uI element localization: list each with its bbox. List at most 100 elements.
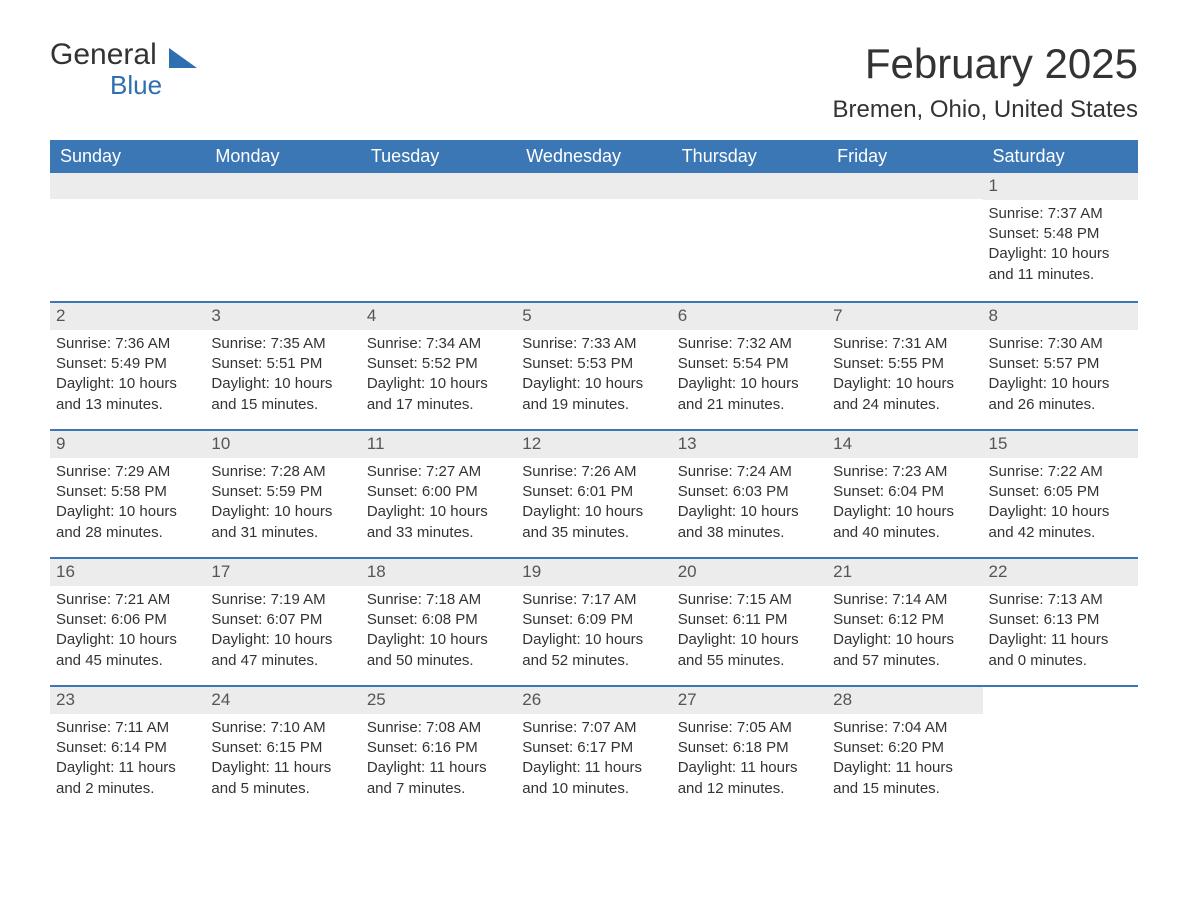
day-number: 18: [361, 559, 516, 586]
daylight-text: Daylight: 11 hours and 0 minutes.: [989, 630, 1132, 671]
empty-day-bar: [672, 173, 827, 199]
day-body: Sunrise: 7:05 AMSunset: 6:18 PMDaylight:…: [672, 714, 827, 809]
logo-text-block: General Blue: [50, 40, 197, 101]
sunrise-text: Sunrise: 7:14 AM: [833, 590, 976, 610]
day-body: Sunrise: 7:17 AMSunset: 6:09 PMDaylight:…: [516, 586, 671, 681]
daylight-text: Daylight: 10 hours and 33 minutes.: [367, 502, 510, 543]
day-number: 12: [516, 431, 671, 458]
calendar-day: 2Sunrise: 7:36 AMSunset: 5:49 PMDaylight…: [50, 303, 205, 429]
day-number: 23: [50, 687, 205, 714]
sunrise-text: Sunrise: 7:07 AM: [522, 718, 665, 738]
sunrise-text: Sunrise: 7:28 AM: [211, 462, 354, 482]
calendar-day: [205, 173, 360, 301]
sunrise-text: Sunrise: 7:36 AM: [56, 334, 199, 354]
calendar-day: 11Sunrise: 7:27 AMSunset: 6:00 PMDayligh…: [361, 431, 516, 557]
daylight-text: Daylight: 11 hours and 10 minutes.: [522, 758, 665, 799]
daylight-text: Daylight: 10 hours and 15 minutes.: [211, 374, 354, 415]
daylight-text: Daylight: 11 hours and 15 minutes.: [833, 758, 976, 799]
page-header: General Blue February 2025 Bremen, Ohio,…: [50, 40, 1138, 136]
sunrise-text: Sunrise: 7:27 AM: [367, 462, 510, 482]
day-body: Sunrise: 7:08 AMSunset: 6:16 PMDaylight:…: [361, 714, 516, 809]
daylight-text: Daylight: 10 hours and 28 minutes.: [56, 502, 199, 543]
calendar-day: 28Sunrise: 7:04 AMSunset: 6:20 PMDayligh…: [827, 687, 982, 813]
daylight-text: Daylight: 10 hours and 19 minutes.: [522, 374, 665, 415]
sunset-text: Sunset: 5:55 PM: [833, 354, 976, 374]
sunset-text: Sunset: 6:17 PM: [522, 738, 665, 758]
dow-cell: Friday: [827, 140, 982, 173]
sunrise-text: Sunrise: 7:26 AM: [522, 462, 665, 482]
day-body: Sunrise: 7:29 AMSunset: 5:58 PMDaylight:…: [50, 458, 205, 553]
daylight-text: Daylight: 10 hours and 57 minutes.: [833, 630, 976, 671]
calendar-day: [516, 173, 671, 301]
calendar-day: 18Sunrise: 7:18 AMSunset: 6:08 PMDayligh…: [361, 559, 516, 685]
daylight-text: Daylight: 10 hours and 21 minutes.: [678, 374, 821, 415]
day-number: 2: [50, 303, 205, 330]
daylight-text: Daylight: 10 hours and 26 minutes.: [989, 374, 1132, 415]
daylight-text: Daylight: 11 hours and 12 minutes.: [678, 758, 821, 799]
sunset-text: Sunset: 6:01 PM: [522, 482, 665, 502]
calendar-day: 12Sunrise: 7:26 AMSunset: 6:01 PMDayligh…: [516, 431, 671, 557]
calendar-day: 24Sunrise: 7:10 AMSunset: 6:15 PMDayligh…: [205, 687, 360, 813]
sunset-text: Sunset: 5:52 PM: [367, 354, 510, 374]
day-number: 10: [205, 431, 360, 458]
calendar-day: 22Sunrise: 7:13 AMSunset: 6:13 PMDayligh…: [983, 559, 1138, 685]
day-number: 1: [983, 173, 1138, 200]
day-body: Sunrise: 7:23 AMSunset: 6:04 PMDaylight:…: [827, 458, 982, 553]
day-number: 28: [827, 687, 982, 714]
calendar-day: 27Sunrise: 7:05 AMSunset: 6:18 PMDayligh…: [672, 687, 827, 813]
sunset-text: Sunset: 5:48 PM: [989, 224, 1132, 244]
sunset-text: Sunset: 6:06 PM: [56, 610, 199, 630]
sunrise-text: Sunrise: 7:31 AM: [833, 334, 976, 354]
calendar-day: 17Sunrise: 7:19 AMSunset: 6:07 PMDayligh…: [205, 559, 360, 685]
logo-word-1: General: [50, 38, 157, 71]
calendar-day: 3Sunrise: 7:35 AMSunset: 5:51 PMDaylight…: [205, 303, 360, 429]
sunset-text: Sunset: 6:05 PM: [989, 482, 1132, 502]
sunrise-text: Sunrise: 7:05 AM: [678, 718, 821, 738]
dow-cell: Tuesday: [361, 140, 516, 173]
month-title: February 2025: [833, 40, 1138, 88]
sunset-text: Sunset: 6:13 PM: [989, 610, 1132, 630]
location-subtitle: Bremen, Ohio, United States: [833, 96, 1138, 124]
sunrise-text: Sunrise: 7:18 AM: [367, 590, 510, 610]
calendar-day: [827, 173, 982, 301]
day-body: Sunrise: 7:36 AMSunset: 5:49 PMDaylight:…: [50, 330, 205, 425]
empty-day-bar: [205, 173, 360, 199]
sunrise-text: Sunrise: 7:10 AM: [211, 718, 354, 738]
calendar-week: 9Sunrise: 7:29 AMSunset: 5:58 PMDaylight…: [50, 429, 1138, 557]
calendar-week: 1Sunrise: 7:37 AMSunset: 5:48 PMDaylight…: [50, 173, 1138, 301]
day-number: 15: [983, 431, 1138, 458]
sunset-text: Sunset: 6:00 PM: [367, 482, 510, 502]
sunset-text: Sunset: 5:59 PM: [211, 482, 354, 502]
day-body: Sunrise: 7:31 AMSunset: 5:55 PMDaylight:…: [827, 330, 982, 425]
empty-day-bar: [983, 687, 1138, 713]
calendar-day: 10Sunrise: 7:28 AMSunset: 5:59 PMDayligh…: [205, 431, 360, 557]
sunrise-text: Sunrise: 7:04 AM: [833, 718, 976, 738]
day-body: Sunrise: 7:37 AMSunset: 5:48 PMDaylight:…: [983, 200, 1138, 295]
daylight-text: Daylight: 10 hours and 55 minutes.: [678, 630, 821, 671]
days-of-week-header: SundayMondayTuesdayWednesdayThursdayFrid…: [50, 140, 1138, 173]
day-body: Sunrise: 7:11 AMSunset: 6:14 PMDaylight:…: [50, 714, 205, 809]
sunrise-text: Sunrise: 7:13 AM: [989, 590, 1132, 610]
sunrise-text: Sunrise: 7:34 AM: [367, 334, 510, 354]
day-body: Sunrise: 7:33 AMSunset: 5:53 PMDaylight:…: [516, 330, 671, 425]
sunrise-text: Sunrise: 7:32 AM: [678, 334, 821, 354]
sunrise-text: Sunrise: 7:24 AM: [678, 462, 821, 482]
daylight-text: Daylight: 10 hours and 40 minutes.: [833, 502, 976, 543]
dow-cell: Saturday: [983, 140, 1138, 173]
logo: General Blue: [50, 40, 197, 101]
calendar-day: 15Sunrise: 7:22 AMSunset: 6:05 PMDayligh…: [983, 431, 1138, 557]
calendar-week: 23Sunrise: 7:11 AMSunset: 6:14 PMDayligh…: [50, 685, 1138, 813]
calendar-week: 16Sunrise: 7:21 AMSunset: 6:06 PMDayligh…: [50, 557, 1138, 685]
sunrise-text: Sunrise: 7:15 AM: [678, 590, 821, 610]
day-number: 5: [516, 303, 671, 330]
calendar-day: 5Sunrise: 7:33 AMSunset: 5:53 PMDaylight…: [516, 303, 671, 429]
day-body: Sunrise: 7:35 AMSunset: 5:51 PMDaylight:…: [205, 330, 360, 425]
calendar-day: 7Sunrise: 7:31 AMSunset: 5:55 PMDaylight…: [827, 303, 982, 429]
day-body: Sunrise: 7:27 AMSunset: 6:00 PMDaylight:…: [361, 458, 516, 553]
title-block: February 2025 Bremen, Ohio, United State…: [833, 40, 1138, 136]
sunset-text: Sunset: 5:51 PM: [211, 354, 354, 374]
dow-cell: Wednesday: [516, 140, 671, 173]
day-number: 27: [672, 687, 827, 714]
day-number: 14: [827, 431, 982, 458]
calendar-day: 25Sunrise: 7:08 AMSunset: 6:16 PMDayligh…: [361, 687, 516, 813]
